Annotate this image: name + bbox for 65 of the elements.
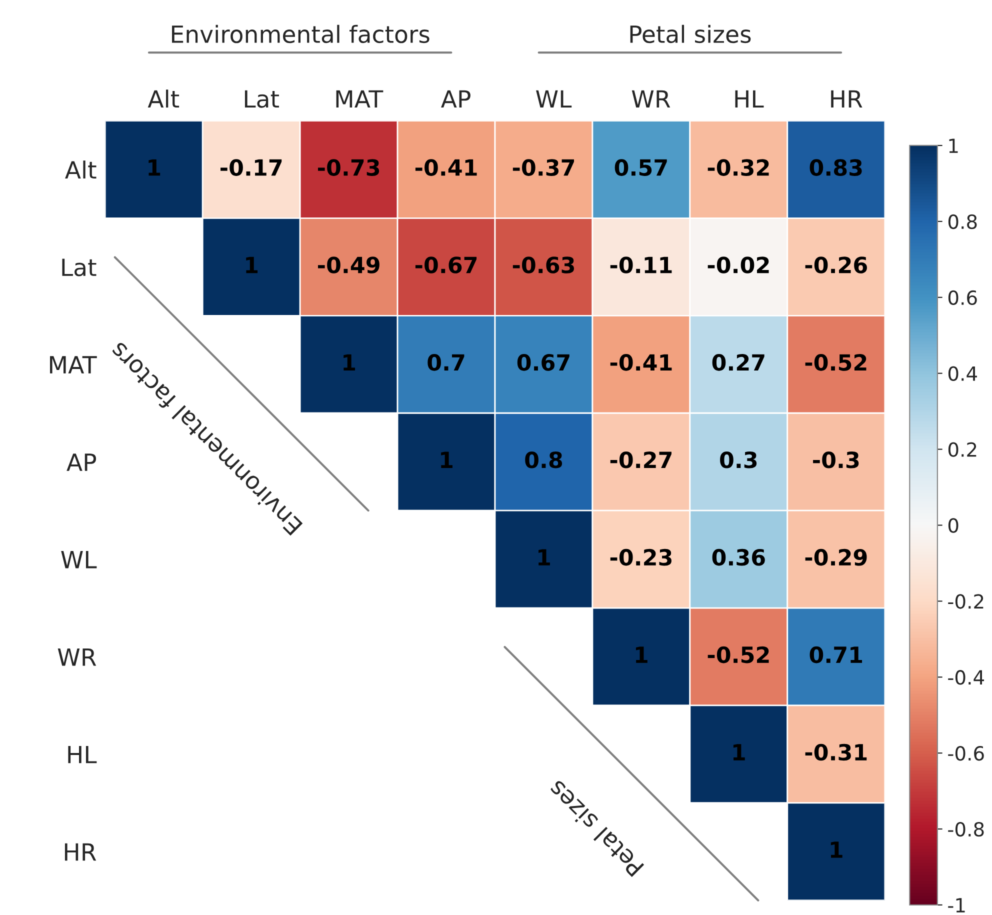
data-label: 0.71 <box>810 646 862 664</box>
y-tick-label: MAT <box>50 356 97 374</box>
data-label: -0.63 <box>512 256 574 274</box>
data-label: -0.29 <box>805 548 867 566</box>
data-label: 1 <box>148 159 160 176</box>
data-label: -0.26 <box>805 256 867 274</box>
data-label: 1 <box>441 452 452 468</box>
data-label: 0.67 <box>517 354 570 371</box>
data-label: 0.8 <box>525 451 562 468</box>
text: Petal sizes <box>630 24 751 44</box>
data-label: -0.31 <box>805 744 867 761</box>
x-tick-label: AP <box>441 90 470 108</box>
color-bar-label: -0.2 <box>948 594 984 609</box>
data-label: 1 <box>830 842 842 858</box>
data-label: -0.52 <box>805 354 866 371</box>
data-label: -0.37 <box>512 159 574 176</box>
x-tick-label: HL <box>735 90 764 108</box>
color-bar-label: 1 <box>949 138 958 153</box>
y-tick-label: WR <box>58 648 96 666</box>
data-label: -0.32 <box>708 159 769 176</box>
color-bar-label: 0.8 <box>948 214 977 230</box>
data-label: -0.49 <box>318 256 380 274</box>
text: Environmental factors <box>172 24 430 44</box>
data-label: 0.36 <box>712 548 765 566</box>
data-label: 1 <box>246 256 258 274</box>
y-tick-label: Alt <box>65 160 96 178</box>
data-label: -0.17 <box>220 159 282 176</box>
data-label: -0.52 <box>708 646 769 664</box>
x-tick-label: WR <box>632 90 670 108</box>
color-bar-label: 0 <box>948 518 958 533</box>
data-label: -0.73 <box>318 159 380 176</box>
color-bar-label: -0.8 <box>948 822 984 837</box>
x-tick-label: WL <box>536 90 572 108</box>
color-bar-label: 0.2 <box>948 442 976 457</box>
data-label: -0.67 <box>415 256 477 274</box>
data-label: -0.3 <box>813 451 859 468</box>
data-label: -0.41 <box>610 354 672 371</box>
y-tick-label: HL <box>68 746 97 764</box>
data-label: -0.23 <box>610 548 672 566</box>
x-tick-label: Lat <box>244 90 279 108</box>
x-tick-label: Alt <box>148 90 180 108</box>
data-label: -0.41 <box>415 159 477 176</box>
data-label: -0.02 <box>708 256 769 274</box>
data-label: 1 <box>344 354 356 371</box>
data-label: 0.27 <box>712 354 764 371</box>
y-tick-label: AP <box>66 454 96 471</box>
color-bar-label: -1 <box>948 898 965 912</box>
data-label: -0.27 <box>610 451 672 468</box>
x-tick-label: MAT <box>336 90 384 108</box>
y-tick-label: HR <box>64 843 96 861</box>
data-label: 0.3 <box>720 451 757 468</box>
x-tick-label: HR <box>831 90 862 108</box>
color-bar-label: 0.6 <box>948 290 977 306</box>
y-tick-label: WL <box>61 551 97 568</box>
color-bar-label: -0.6 <box>948 746 984 761</box>
data-label: 0.83 <box>810 159 862 176</box>
y-tick-label: Lat <box>62 258 96 276</box>
color-bar-label: -0.4 <box>948 670 984 685</box>
data-label: 1 <box>636 646 648 663</box>
color-bar-label: 0.4 <box>948 366 977 381</box>
data-label: 0.7 <box>428 354 464 371</box>
data-label: -0.11 <box>610 256 672 274</box>
data-label: 1 <box>538 549 550 566</box>
data-label: 0.57 <box>614 159 667 176</box>
data-label: 1 <box>733 744 745 760</box>
